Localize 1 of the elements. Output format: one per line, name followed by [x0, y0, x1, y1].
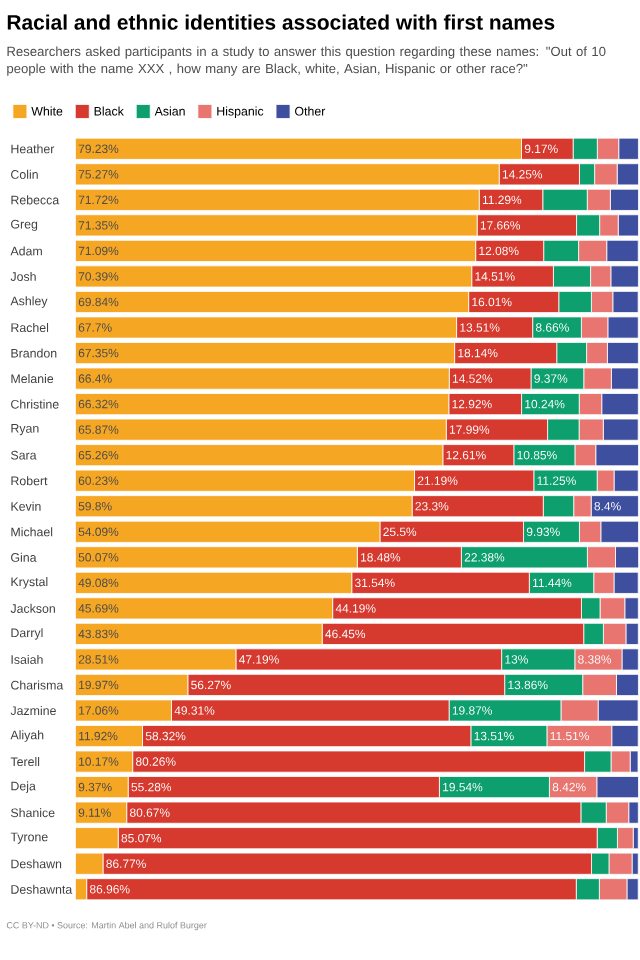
chart-title: Racial and ethnic identities associated with first names — [7, 14, 555, 30]
